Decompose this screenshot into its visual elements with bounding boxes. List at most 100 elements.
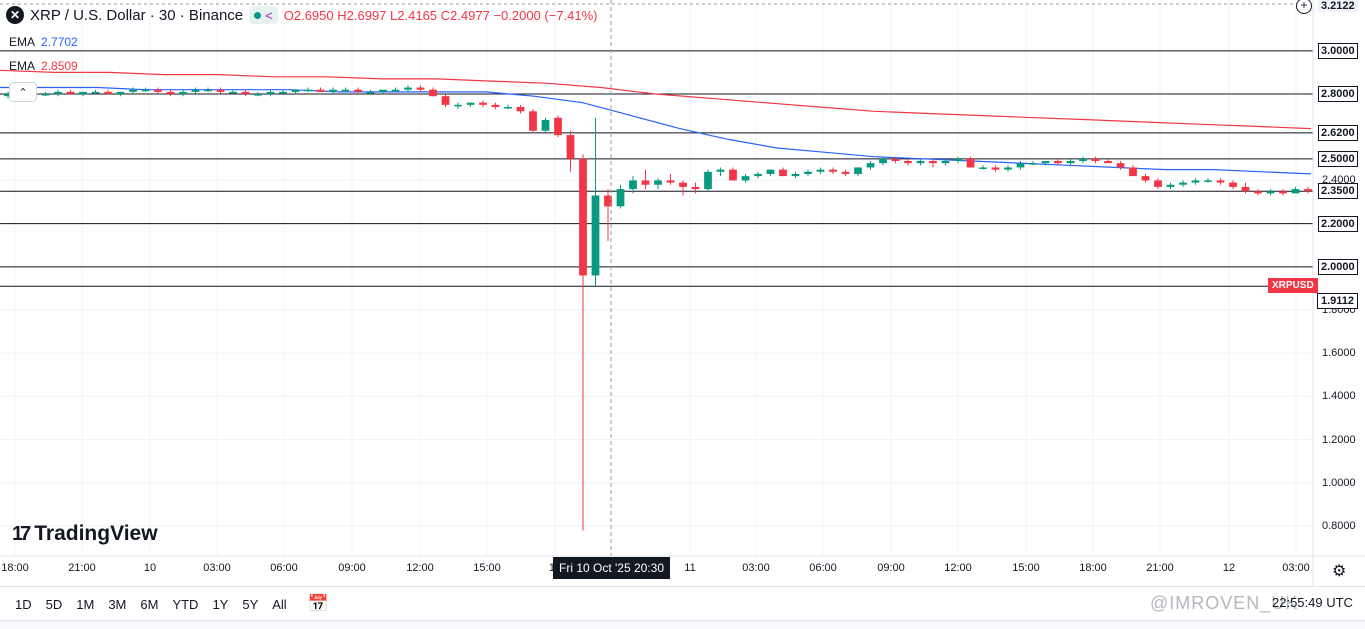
price-chart[interactable] — [0, 0, 1365, 586]
utc-clock[interactable]: 22:55:49 UTC — [1272, 595, 1353, 610]
time-tick-label: 10 — [143, 562, 157, 574]
candle-body — [941, 160, 950, 164]
candle-body — [1154, 180, 1162, 187]
ema-slow-legend[interactable]: EMA 2.8509 — [9, 59, 78, 73]
candle-body — [1029, 163, 1037, 165]
candle-body — [254, 94, 262, 96]
change-value: −0.2000 (−7.41%) — [493, 7, 598, 23]
candle-body — [1104, 160, 1112, 164]
candle-body — [1304, 189, 1312, 192]
candle-body — [304, 89, 312, 92]
candle-body — [191, 89, 200, 92]
candle-body — [554, 117, 562, 136]
range-1d-button[interactable]: 1D — [15, 596, 32, 612]
price-level-label: 2.3500 — [1318, 183, 1358, 200]
candle-body — [529, 111, 537, 131]
candle-body — [1229, 182, 1237, 187]
candle-body — [441, 96, 450, 105]
range-5d-button[interactable]: 5D — [45, 596, 63, 612]
ema-fast-value: 2.7702 — [41, 35, 78, 49]
ema-fast-legend[interactable]: EMA 2.7702 — [9, 35, 78, 49]
range-6m-button[interactable]: 6M — [140, 596, 159, 612]
ohlc-values: O2.6950 H2.6997 L2.4165 C2.4977 −0.2000 … — [284, 8, 598, 23]
close-value: C2.4977 — [440, 7, 490, 23]
add-alert-plus-icon[interactable]: + — [1296, 0, 1312, 14]
time-tick-label: 06:00 — [270, 562, 298, 574]
candle-body — [979, 167, 987, 169]
ema-lines — [0, 69, 1312, 175]
candle-body — [716, 169, 725, 172]
tradingview-logo[interactable]: 17 TradingView — [12, 522, 158, 546]
candle-body — [1041, 160, 1050, 164]
candle-body — [1266, 191, 1275, 194]
time-tick-label: 15:00 — [1012, 562, 1040, 574]
time-tick-label: 12:00 — [944, 562, 972, 574]
price-tick-label: 1.0000 — [1322, 476, 1356, 489]
candle-body — [779, 169, 787, 177]
candlesticks — [4, 85, 1312, 531]
candle-body — [454, 104, 462, 107]
watermark-text: @IMROVEN_UK — [1150, 593, 1298, 614]
candle-body — [579, 158, 587, 276]
watermark-handle: @IMROVEN_UK — [1150, 593, 1299, 613]
candle-body — [129, 89, 137, 92]
chart-grid — [0, 0, 1313, 556]
xrp-symbol-icon[interactable]: ✕ — [6, 6, 24, 24]
candle-body — [1254, 191, 1262, 194]
range-1y-button[interactable]: 1Y — [212, 596, 229, 612]
tradingview-wordmark: TradingView — [34, 522, 158, 545]
candle-body — [154, 89, 162, 92]
candle-body — [491, 104, 500, 107]
high-value: H2.6997 — [337, 7, 387, 23]
market-status-badge[interactable]: < — [249, 6, 278, 24]
candle-body — [916, 160, 925, 164]
time-tick-label: 03:00 — [203, 562, 231, 574]
last-price-label: 1.9112 — [1317, 293, 1359, 309]
candle-body — [1191, 180, 1200, 183]
candle-body — [1091, 158, 1100, 161]
price-tick-label: 2.4000 — [1322, 174, 1356, 187]
range-3m-button[interactable]: 3M — [108, 596, 127, 612]
settings-gear-icon[interactable]: ⚙ — [1332, 563, 1347, 580]
range-5y-button[interactable]: 5Y — [242, 596, 259, 612]
candle-body — [266, 91, 275, 95]
candle-body — [241, 91, 250, 95]
candle-body — [1141, 176, 1150, 181]
candle-body — [316, 89, 325, 92]
candle-body — [4, 94, 12, 97]
candle-body — [829, 169, 837, 172]
candle-body — [66, 91, 75, 95]
tradingview-mark-icon: 17 — [12, 522, 31, 545]
time-tick-label: 03:00 — [1282, 562, 1310, 574]
status-strip — [0, 620, 1365, 629]
candle-body — [216, 89, 225, 92]
candle-body — [729, 169, 737, 181]
candle-body — [1004, 167, 1012, 170]
symbol-legend: ✕ XRP / U.S. Dollar · 30 · Binance < O2.… — [6, 6, 598, 24]
candle-body — [179, 91, 187, 95]
time-tick-label: 06:00 — [809, 562, 837, 574]
candle-body — [616, 189, 625, 207]
candle-body — [591, 195, 600, 276]
candle-body — [854, 167, 862, 174]
candle-body — [1216, 180, 1225, 183]
candle-body — [416, 87, 425, 90]
symbol-title[interactable]: XRP / U.S. Dollar · 30 · Binance — [30, 6, 244, 24]
range-all-button[interactable]: All — [272, 596, 287, 612]
time-tick-label: 18:00 — [1, 562, 29, 574]
candle-body — [641, 180, 650, 185]
candle-body — [1166, 184, 1175, 187]
candle-body — [741, 176, 750, 181]
time-tick-label: 12 — [1222, 562, 1236, 574]
date-range-calendar-icon[interactable]: 📅 — [307, 594, 329, 613]
candle-body — [679, 182, 687, 187]
candle-body — [379, 89, 387, 92]
range-1m-button[interactable]: 1M — [76, 596, 95, 612]
candle-body — [891, 158, 900, 161]
candle-body — [791, 173, 800, 177]
collapse-legend-button[interactable]: ⌃ — [9, 82, 37, 102]
range-ytd-button[interactable]: YTD — [172, 596, 199, 612]
candle-body — [41, 94, 50, 96]
open-value: O2.6950 — [283, 7, 334, 23]
candle-body — [466, 102, 475, 105]
